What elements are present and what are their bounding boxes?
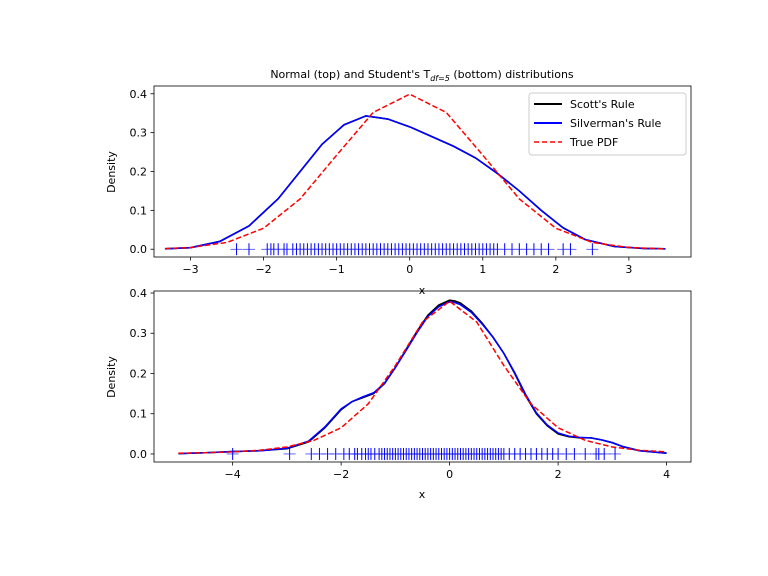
x-tick-label: 0: [446, 468, 453, 481]
legend-truepdf-label: True PDF: [569, 136, 618, 149]
x-tick-label: 1: [479, 263, 486, 276]
y-tick-label: 0.3: [130, 327, 148, 340]
legend-silverman-label: Silverman's Rule: [570, 117, 662, 130]
title-subscript: df=5: [430, 74, 450, 83]
x-tick-label: −1: [329, 263, 345, 276]
x-tick-label: −4: [225, 468, 241, 481]
series-line-silverman-s-rule: [178, 301, 667, 455]
bottom-y-ticks: 0.0 0.1 0.2 0.3 0.4: [130, 287, 154, 461]
y-tick-label: 0.2: [130, 166, 148, 179]
x-tick-label: 3: [625, 263, 632, 276]
y-tick-label: 0.0: [130, 243, 148, 256]
bottom-axes-frame: [153, 290, 692, 463]
y-tick-label: 0.3: [130, 127, 148, 140]
bottom-curves: [178, 299, 667, 455]
y-tick-label: 0.2: [130, 367, 148, 380]
y-tick-label: 0.0: [130, 448, 148, 461]
y-tick-label: 0.4: [130, 88, 148, 101]
bottom-rug: [226, 447, 622, 460]
series-line-silverman-s-rule: [164, 115, 666, 250]
top-rug: [230, 243, 599, 256]
legend: Scott's Rule Silverman's Rule True PDF: [528, 92, 687, 156]
bottom-x-ticks: −4 −2 0 2 4: [225, 462, 670, 481]
top-curves: [164, 93, 666, 250]
legend-box: [528, 92, 687, 156]
bottom-y-label: Density: [105, 356, 118, 398]
bottom-x-label: x: [419, 488, 426, 501]
top-y-label: Density: [105, 151, 118, 193]
top-y-ticks: 0.0 0.1 0.2 0.3 0.4: [130, 88, 154, 256]
x-tick-label: −2: [333, 468, 349, 481]
series-line-true-pdf: [164, 93, 666, 250]
series-line-true-pdf: [178, 300, 667, 454]
x-tick-label: −3: [182, 263, 198, 276]
bottom-axes: −4 −2 0 2 4 0.0 0.1 0.2 0.3 0.4 x Density: [105, 287, 692, 501]
x-tick-label: 0: [406, 263, 413, 276]
y-tick-label: 0.1: [130, 408, 148, 421]
top-axes: −3 −2 −1 0 1 2 3 0.0 0.1 0.2 0.3 0.4 x Density Sco…: [105, 85, 692, 297]
top-x-ticks: −3 −2 −1 0 1 2 3: [182, 257, 632, 276]
x-tick-label: 2: [552, 263, 559, 276]
x-tick-label: 2: [555, 468, 562, 481]
y-tick-label: 0.4: [130, 287, 148, 300]
top-x-label: x: [419, 284, 426, 297]
x-tick-label: −2: [255, 263, 271, 276]
y-tick-label: 0.1: [130, 204, 148, 217]
x-tick-label: 4: [663, 468, 670, 481]
legend-scott-label: Scott's Rule: [570, 98, 635, 111]
figure-title: Normal (top) and Student's Tdf=5 (bottom…: [270, 68, 574, 83]
